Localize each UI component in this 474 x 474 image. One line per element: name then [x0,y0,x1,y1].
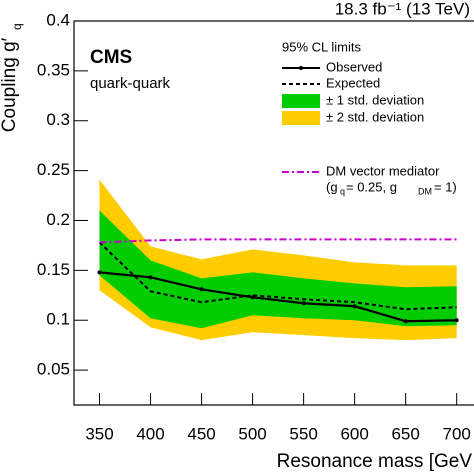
legend-note: q [340,186,345,196]
frame [73,20,474,406]
legend-note: (g [326,179,338,194]
legend-note: = 0.25, g [346,179,397,194]
legend-label: Expected [326,75,380,90]
y-tick-label: 0.15 [37,260,70,279]
legend-note: DM [418,186,432,196]
x-tick-label: 450 [187,424,215,443]
x-tick-label: 350 [85,424,113,443]
plot-area [97,179,459,341]
y-tick-label: 0.1 [46,310,70,329]
band [99,210,457,329]
x-tick-label: 600 [340,424,368,443]
point [97,270,102,275]
x-tick-label: 400 [136,424,164,443]
legend-swatch [282,94,320,108]
y-tick-label: 0.4 [46,10,70,29]
line [99,238,457,244]
line [99,271,457,323]
y-tick-label: 0.2 [46,210,70,229]
x-tick-label: 500 [238,424,266,443]
y-tick-label: 0.3 [46,110,70,129]
y-tick-label: 0.25 [37,160,70,179]
line [98,241,457,311]
experiment-label: CMS [90,47,132,68]
x-tick-label: 700 [443,424,471,443]
x-axis-label: Resonance mass [GeV [277,451,473,472]
point [148,275,153,280]
legend-note: = 1) [434,179,457,194]
legend-swatch [282,111,320,125]
point [352,304,357,309]
x-tick-label: 550 [289,424,317,443]
point [403,319,408,324]
legend-label: ± 1 std. deviation [326,92,424,107]
legend-label: DM vector mediator [326,163,440,178]
y-axis-label-sub: q [10,23,24,30]
legend-header: 95% CL limits [282,39,361,54]
x-tick-label: 650 [391,424,419,443]
legend-label: ± 2 std. deviation [326,109,424,124]
lumi-title: 18.3 fb⁻¹ (13 TeV) [335,0,470,18]
legend-label: Observed [326,59,382,74]
y-tick-label: 0.35 [37,60,70,79]
subtitle: quark-quark [90,75,171,92]
point [199,287,204,292]
y-axis-label: Coupling g′ [0,37,20,132]
y-tick-label: 0.05 [37,360,70,379]
point [301,301,306,306]
legend-swatch [299,66,303,70]
point [454,318,459,323]
